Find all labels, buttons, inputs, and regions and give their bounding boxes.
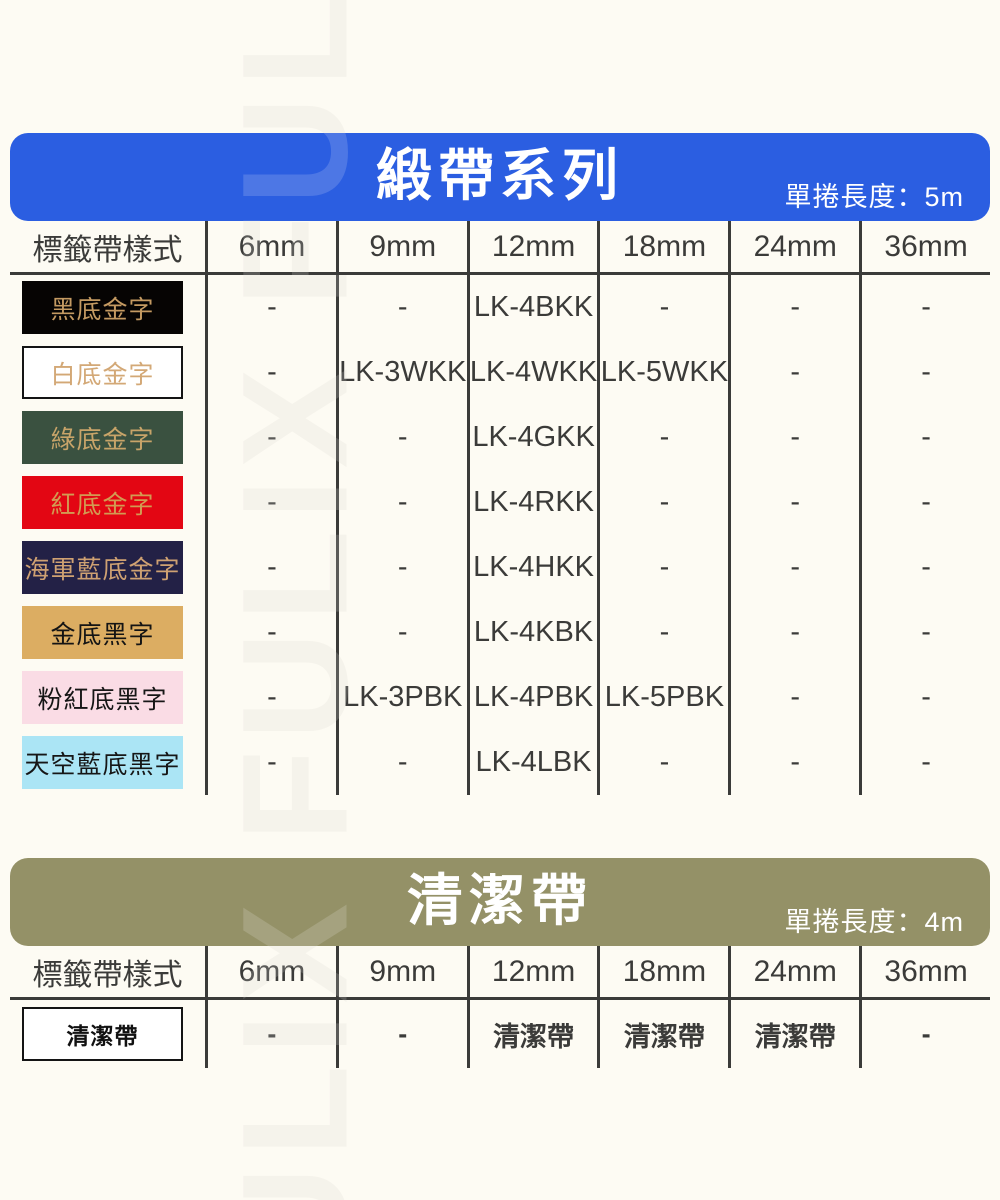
table-row-label-cell: 黑底金字 (10, 275, 205, 340)
empty-cell: - (859, 665, 990, 730)
tape-swatch: 白底金字 (22, 346, 183, 399)
empty-cell: - (859, 535, 990, 600)
empty-cell: - (728, 470, 859, 535)
empty-cell: - (859, 340, 990, 405)
table-row-label-cell: 白底金字 (10, 340, 205, 405)
table-row-label-cell: 綠底金字 (10, 405, 205, 470)
model-cell: LK-5PBK (597, 665, 728, 730)
table-row-label-cell: 粉紅底黑字 (10, 665, 205, 730)
tape-swatch: 紅底金字 (22, 476, 183, 529)
column-header-9mm: 9mm (335, 221, 467, 275)
model-cell: LK-3PBK (335, 665, 467, 730)
empty-cell: - (205, 405, 336, 470)
column-header-6mm: 6mm (205, 946, 336, 1000)
empty-cell: - (335, 470, 467, 535)
model-cell: 清潔帶 (466, 1000, 598, 1068)
model-cell: LK-4WKK (466, 340, 598, 405)
empty-cell: - (597, 275, 728, 340)
cleaning-tape-table: 標籤帶樣式 6mm 9mm 12mm 18mm 24mm 36mm 清潔帶 - - 清潔帶 清潔帶 清潔… (10, 946, 990, 1068)
ribbon-series-title: 緞帶系列 (376, 144, 624, 207)
empty-cell: - (205, 600, 336, 665)
tape-swatch: 天空藍底黑字 (22, 736, 183, 789)
ribbon-roll-length: 單捲長度：5m (784, 182, 964, 212)
ribbon-series-table: 標籤帶樣式 6mm 9mm 12mm 18mm 24mm 36mm 黑底金字 - - LK-4BKK… (10, 221, 990, 795)
tape-swatch: 清潔帶 (22, 1007, 183, 1061)
empty-cell: - (728, 730, 859, 795)
column-header-36mm: 36mm (859, 946, 990, 1000)
empty-cell: - (597, 470, 728, 535)
column-header-24mm: 24mm (728, 221, 860, 275)
model-cell: LK-4LBK (466, 730, 598, 795)
empty-cell: - (335, 535, 467, 600)
empty-cell: - (728, 405, 859, 470)
column-header-style: 標籤帶樣式 (10, 221, 205, 275)
model-cell: LK-4HKK (466, 535, 598, 600)
empty-cell: - (205, 535, 336, 600)
column-header-12mm: 12mm (466, 946, 598, 1000)
empty-cell: - (205, 730, 336, 795)
column-header-36mm: 36mm (859, 221, 990, 275)
model-cell: LK-4KBK (466, 600, 598, 665)
model-cell: LK-4RKK (466, 470, 598, 535)
tape-swatch: 黑底金字 (22, 281, 183, 334)
empty-cell: - (335, 600, 467, 665)
empty-cell: - (859, 600, 990, 665)
column-header-12mm: 12mm (466, 221, 598, 275)
empty-cell: - (728, 275, 859, 340)
empty-cell: - (335, 275, 467, 340)
column-header-18mm: 18mm (597, 946, 729, 1000)
empty-cell: - (728, 340, 859, 405)
column-header-9mm: 9mm (335, 946, 467, 1000)
empty-cell: - (597, 600, 728, 665)
empty-cell: - (728, 600, 859, 665)
ribbon-series-banner: 緞帶系列 單捲長度：5m (10, 133, 990, 221)
model-cell: LK-4PBK (466, 665, 598, 730)
table-row-label-cell: 金底黑字 (10, 600, 205, 665)
model-cell: LK-4GKK (466, 405, 598, 470)
empty-cell: - (728, 665, 859, 730)
empty-cell: - (335, 730, 467, 795)
empty-cell: - (205, 1000, 336, 1068)
empty-cell: - (859, 470, 990, 535)
empty-cell: - (859, 275, 990, 340)
tape-swatch: 粉紅底黑字 (22, 671, 183, 724)
model-cell: LK-3WKK (335, 340, 467, 405)
table-row-label-cell: 海軍藍底金字 (10, 535, 205, 600)
table-row-label-cell: 天空藍底黑字 (10, 730, 205, 795)
empty-cell: - (205, 340, 336, 405)
empty-cell: - (205, 470, 336, 535)
cleaning-tape-title: 清潔帶 (407, 869, 593, 932)
tape-swatch: 綠底金字 (22, 411, 183, 464)
model-cell: 清潔帶 (728, 1000, 859, 1068)
tape-swatch: 海軍藍底金字 (22, 541, 183, 594)
cleaning-tape-banner: 清潔帶 單捲長度：4m (10, 858, 990, 946)
model-cell: LK-4BKK (466, 275, 598, 340)
column-header-24mm: 24mm (728, 946, 860, 1000)
empty-cell: - (859, 405, 990, 470)
tape-swatch: 金底黑字 (22, 606, 183, 659)
empty-cell: - (205, 665, 336, 730)
empty-cell: - (728, 535, 859, 600)
model-cell: 清潔帶 (597, 1000, 728, 1068)
cleaning-roll-length: 單捲長度：4m (784, 907, 964, 937)
empty-cell: - (335, 1000, 467, 1068)
empty-cell: - (859, 730, 990, 795)
column-header-style: 標籤帶樣式 (10, 946, 205, 1000)
model-cell: LK-5WKK (597, 340, 728, 405)
empty-cell: - (597, 730, 728, 795)
empty-cell: - (205, 275, 336, 340)
empty-cell: - (597, 405, 728, 470)
column-header-18mm: 18mm (597, 221, 729, 275)
table-row-label-cell: 清潔帶 (10, 1000, 205, 1068)
column-header-6mm: 6mm (205, 221, 336, 275)
empty-cell: - (859, 1000, 990, 1068)
empty-cell: - (597, 535, 728, 600)
table-row-label-cell: 紅底金字 (10, 470, 205, 535)
empty-cell: - (335, 405, 467, 470)
